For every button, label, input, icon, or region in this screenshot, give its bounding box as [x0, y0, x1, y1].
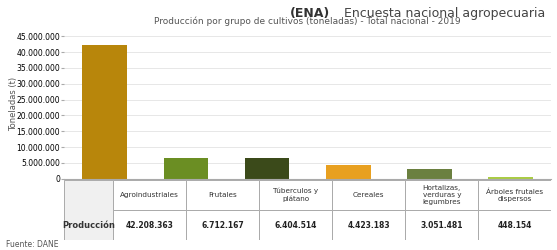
Title: Producción por grupo de cultivos (toneladas) - Total nacional - 2019: Producción por grupo de cultivos (tonela… — [154, 17, 461, 26]
Text: (ENA): (ENA) — [290, 6, 330, 20]
Text: 4.423.183: 4.423.183 — [348, 220, 390, 230]
Text: 6.712.167: 6.712.167 — [201, 220, 244, 230]
Text: Producción: Producción — [62, 220, 115, 230]
Text: Agroindustriales: Agroindustriales — [120, 192, 179, 198]
Text: 42.208.363: 42.208.363 — [125, 220, 173, 230]
Bar — [259, 180, 332, 210]
Text: Árboles frutales
dispersos: Árboles frutales dispersos — [486, 188, 544, 202]
Text: 448.154: 448.154 — [498, 220, 532, 230]
Bar — [113, 210, 186, 240]
Bar — [186, 180, 259, 210]
Bar — [259, 210, 332, 240]
Bar — [186, 210, 259, 240]
Y-axis label: Toneladas (t): Toneladas (t) — [9, 77, 18, 132]
Text: Cereales: Cereales — [353, 192, 384, 198]
Bar — [113, 180, 186, 210]
Bar — [405, 180, 478, 210]
Bar — [326, 165, 371, 179]
Text: 3.051.481: 3.051.481 — [421, 220, 463, 230]
Text: 6.404.514: 6.404.514 — [275, 220, 317, 230]
Bar — [332, 210, 405, 240]
Bar — [478, 180, 551, 210]
Text: Fuente: DANE: Fuente: DANE — [6, 240, 58, 249]
Bar — [82, 45, 127, 179]
Bar — [64, 180, 113, 240]
Bar — [407, 169, 452, 179]
Text: Hortalizas,
verduras y
legumbres: Hortalizas, verduras y legumbres — [423, 185, 461, 205]
Text: Túberculos y
plátano: Túberculos y plátano — [273, 188, 318, 202]
Bar — [332, 180, 405, 210]
Bar — [164, 158, 208, 179]
Bar — [488, 177, 533, 179]
Text: Frutales: Frutales — [208, 192, 237, 198]
Bar — [405, 210, 478, 240]
Bar — [478, 210, 551, 240]
Bar — [245, 158, 290, 179]
Text: Encuesta nacional agropecuaria: Encuesta nacional agropecuaria — [340, 6, 545, 20]
